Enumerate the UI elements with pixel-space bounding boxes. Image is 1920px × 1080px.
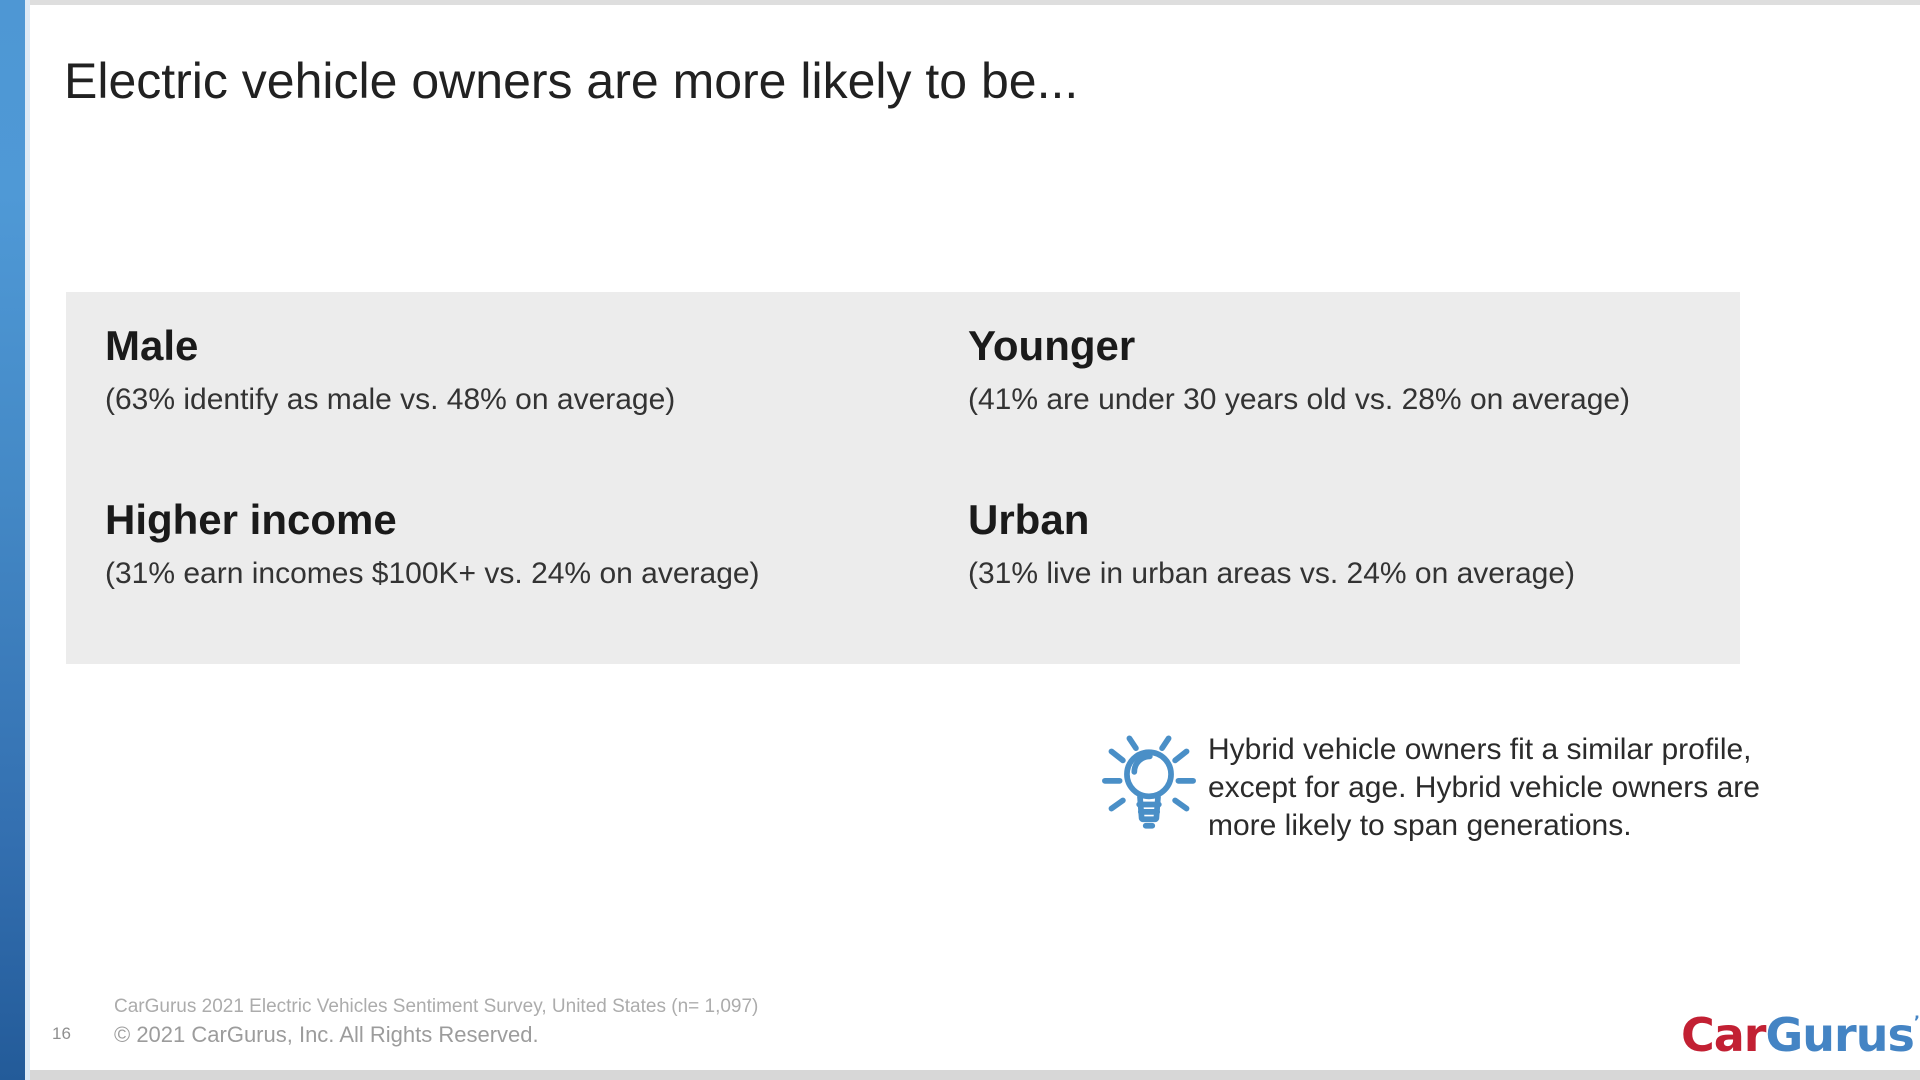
profile-item-heading: Younger xyxy=(968,322,1136,369)
lightbulb-icon xyxy=(1102,735,1196,829)
profile-item-male: Male (63% identify as male vs. 48% on av… xyxy=(105,320,675,418)
top-border-band xyxy=(30,0,1920,5)
cargurus-logo-gurus: Gurus xyxy=(1765,1008,1915,1062)
profile-item-urban: Urban (31% live in urban areas vs. 24% o… xyxy=(968,494,1575,592)
callout-line-3: more likely to span generations. xyxy=(1208,809,1632,842)
footer-copyright-line: © 2021 CarGurus, Inc. All Rights Reserve… xyxy=(114,1022,539,1047)
profile-item-detail: (31% live in urban areas vs. 24% on aver… xyxy=(968,557,1576,590)
slide-title: Electric vehicle owners are more likely … xyxy=(64,53,1079,109)
cargurus-logo-trademark: ’ xyxy=(1913,1012,1920,1031)
left-accent-bar xyxy=(0,0,25,1080)
profile-item-detail: (63% identify as male vs. 48% on average… xyxy=(105,383,676,416)
callout-line-2: except for age. Hybrid vehicle owners ar… xyxy=(1208,771,1760,804)
callout-text: Hybrid vehicle owners fit a similar prof… xyxy=(1208,731,1760,845)
callout-line-1: Hybrid vehicle owners fit a similar prof… xyxy=(1208,733,1752,766)
profile-item-detail: (31% earn incomes $100K+ vs. 24% on aver… xyxy=(105,557,760,590)
bottom-border-band xyxy=(30,1070,1920,1080)
cargurus-logo: CarGurus’ xyxy=(1681,1008,1920,1062)
profile-item-heading: Male xyxy=(105,322,199,369)
page-number: 16 xyxy=(52,1024,71,1043)
profile-item-heading: Urban xyxy=(968,496,1090,543)
left-accent-bar-edge xyxy=(25,0,30,1080)
profile-summary-box: Male (63% identify as male vs. 48% on av… xyxy=(66,292,1740,664)
profile-item-higher-income: Higher income (31% earn incomes $100K+ v… xyxy=(105,494,760,592)
profile-item-detail: (41% are under 30 years old vs. 28% on a… xyxy=(968,383,1631,416)
footer-source-line: CarGurus 2021 Electric Vehicles Sentimen… xyxy=(114,996,759,1017)
profile-item-younger: Younger (41% are under 30 years old vs. … xyxy=(968,320,1630,418)
profile-item-heading: Higher income xyxy=(105,496,397,543)
cargurus-logo-car: Car xyxy=(1681,1008,1766,1062)
